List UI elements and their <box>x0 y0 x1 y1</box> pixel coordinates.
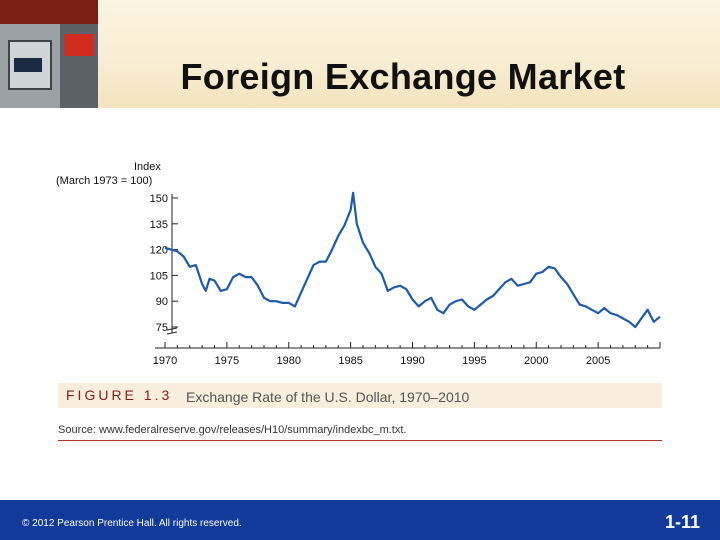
x-tick-label: 1990 <box>400 355 424 367</box>
series-group <box>164 191 661 329</box>
exchange-rate-chart: Index (March 1973 = 100) 75 90 105 120 135 15… <box>56 161 661 367</box>
y-tick-label: 135 <box>150 219 168 231</box>
x-tick-label: 1980 <box>277 355 301 367</box>
source-divider <box>58 440 662 441</box>
slide-title: Foreign Exchange Market <box>180 56 626 97</box>
y-tick-label: 105 <box>150 270 168 282</box>
y-tick-label: 120 <box>150 245 168 257</box>
footer-band <box>0 500 720 540</box>
y-axis-note: (March 1973 = 100) <box>56 175 152 187</box>
source-note: Source: www.federalreserve.gov/releases/… <box>58 424 407 436</box>
y-tick-label: 150 <box>150 193 168 205</box>
copyright-text: © 2012 Pearson Prentice Hall. All rights… <box>22 518 242 529</box>
figure-label: FIGURE 1.3 <box>66 387 173 403</box>
page-number: 1-11 <box>664 512 700 532</box>
x-axis: 1970 1975 1980 1985 1990 1995 2000 2005 <box>153 342 661 367</box>
axis-break-mark <box>166 327 178 335</box>
x-tick-label: 1970 <box>153 355 177 367</box>
header-band <box>0 0 720 108</box>
x-tick-label: 2005 <box>586 355 610 367</box>
dollar-index-line <box>164 191 661 329</box>
figure-title: Exchange Rate of the U.S. Dollar, 1970–2… <box>186 389 470 405</box>
header-photo <box>0 0 98 108</box>
y-axis: 75 90 105 120 135 150 <box>150 193 178 335</box>
y-axis-label: Index <box>134 161 161 173</box>
x-tick-label: 1975 <box>215 355 239 367</box>
y-tick-label: 90 <box>156 296 168 308</box>
x-tick-label: 2000 <box>524 355 548 367</box>
figure-caption-band <box>58 383 662 408</box>
y-tick-label: 75 <box>156 322 168 334</box>
x-tick-label: 1985 <box>338 355 362 367</box>
x-tick-label: 1995 <box>462 355 486 367</box>
